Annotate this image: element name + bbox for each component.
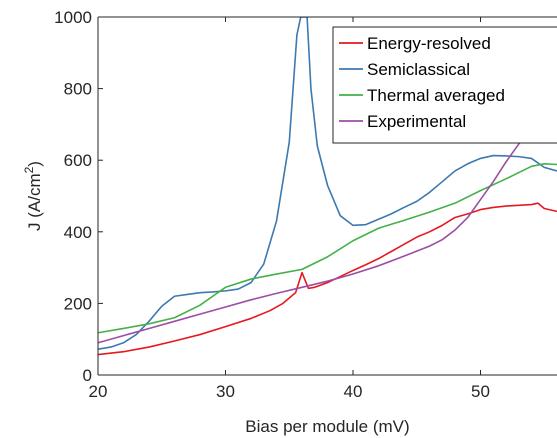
y-tick-label: 200 bbox=[64, 294, 92, 313]
y-tick-label: 600 bbox=[64, 151, 92, 170]
series-line-semiclassical bbox=[98, 17, 557, 351]
y-tick-label: 400 bbox=[64, 223, 92, 242]
series-line-energy-resolved bbox=[98, 202, 557, 356]
y-tick-label: 0 bbox=[83, 366, 92, 385]
legend: Energy-resolved Semiclassical Thermal aver… bbox=[332, 26, 557, 144]
y-axis-title: J (A/cm2) bbox=[22, 161, 44, 231]
series-line-experimental bbox=[98, 98, 557, 344]
y-tick-label: 800 bbox=[64, 80, 92, 99]
x-axis-title: Bias per module (mV) bbox=[245, 417, 409, 436]
y-axis-title-superscript: 2 bbox=[22, 166, 36, 173]
series-line-thermal-averaged bbox=[98, 162, 557, 334]
x-axis-ticks: 20 30 40 50 bbox=[89, 17, 490, 401]
legend-label: Experimental bbox=[367, 112, 466, 131]
legend-label: Semiclassical bbox=[367, 60, 470, 79]
y-axis-title-suffix: ) bbox=[25, 161, 44, 167]
series-layer bbox=[98, 17, 557, 356]
legend-box bbox=[332, 26, 557, 144]
y-axis-title-main: J (A/cm bbox=[25, 173, 44, 231]
legend-label: Energy-resolved bbox=[367, 34, 491, 53]
x-tick-label: 40 bbox=[344, 382, 363, 401]
x-tick-label: 30 bbox=[216, 382, 235, 401]
x-tick-label: 20 bbox=[89, 382, 108, 401]
x-tick-label: 50 bbox=[471, 382, 490, 401]
legend-label: Thermal averaged bbox=[367, 86, 505, 105]
y-tick-label: 1000 bbox=[54, 8, 92, 27]
y-axis-ticks: 0 200 400 600 800 1000 bbox=[54, 8, 103, 385]
